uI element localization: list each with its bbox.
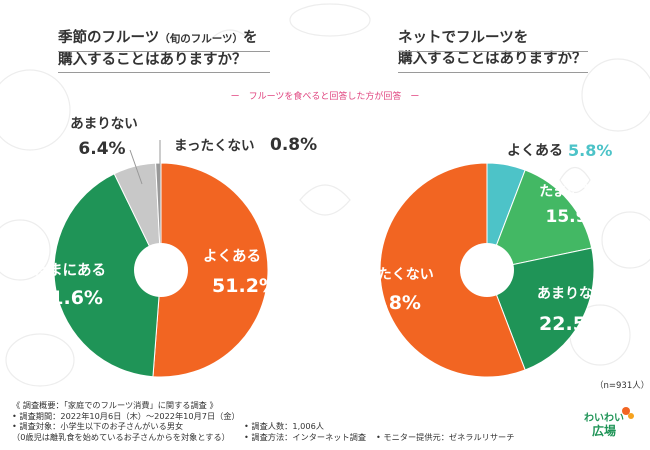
chart2-label-tamani: たまにある (539, 184, 609, 200)
chart2-center-hole (460, 243, 514, 297)
chart1-label-yokuaru: よくある (203, 248, 261, 265)
chart2-label-yokuaru: よくある (507, 143, 563, 159)
survey-method: • 調査方法：インターネット調査 (244, 431, 367, 442)
q1-title-main: 季節のフルーツ (58, 30, 160, 46)
q2-title-line1: ネットでフルーツを (398, 30, 529, 46)
chart2-slice-mattaku (379, 162, 526, 378)
q2-title-underline-1 (398, 51, 588, 52)
chart1-value-amari: 6.4% (78, 139, 125, 159)
chart2-label-mattaku: まったくない (350, 267, 433, 283)
chart1-value-yokuaru: 51.2% (212, 275, 278, 297)
chart1-value-tamani: 41.6% (37, 287, 103, 309)
chart2-value-mattaku: 55.8% (355, 292, 421, 314)
q1-title-end: を (243, 30, 258, 46)
chart1-label-mattaku: まったくない (174, 138, 254, 154)
svg-text:わいわい: わいわい (584, 412, 624, 424)
survey-mid-column: • 調査人数：1,006人 • 調査方法：インターネット調査 (244, 421, 366, 442)
pie-chart-2 (379, 162, 595, 378)
pie-charts: よくある 51.2% たまにある 41.6% あまりない 6.4% まったくない… (34, 116, 613, 378)
survey-period: • 調査期間：2022年10月6日（木）〜2022年10月7日（金） (12, 410, 240, 421)
chart1-labels: よくある 51.2% たまにある 41.6% あまりない 6.4% まったくない… (34, 116, 317, 309)
pie-chart-1 (53, 162, 269, 378)
survey-target: • 調査対象：小学生以下のお子さんがいる男女 (12, 421, 184, 431)
survey-target-note: （0歳児は離乳食を始めているお子さんからを対象とする） (12, 431, 230, 442)
q1-title-line2: 購入することはありますか？ (58, 52, 247, 68)
chart2-value-yokuaru: 5.8% (568, 141, 612, 160)
waiwai-hiroba-logo: わいわい 広場 (584, 407, 634, 438)
chart1-center-hole (134, 243, 188, 297)
chart1-leader-amari (129, 149, 143, 185)
chart2-slice-tamani (486, 169, 593, 271)
q2-title-line2: 購入することはありますか？ (398, 51, 587, 67)
survey-provider: • モニター提供元：ゼネラルリサーチ (376, 432, 515, 442)
chart1-value-mattaku: 0.8% (270, 135, 317, 155)
q2-title: ネットでフルーツを 購入することはありますか？ (398, 28, 587, 70)
subtitle: ー フルーツを食べると回答した方が回答 ー (230, 92, 420, 102)
chart2-value-amari: 22.5% (539, 313, 605, 335)
survey-title: 《 調査概要：「家庭でのフルーツ消費」に関する調査 》 (12, 400, 218, 410)
chart1-slice-yokuaru (152, 162, 269, 378)
survey-count: • 調査人数：1,006人 (244, 421, 324, 431)
q1-title-line1: 季節のフルーツ（旬のフルーツ）を (58, 28, 258, 50)
svg-text:広場: 広場 (592, 423, 616, 438)
survey-overview: 《 調査概要：「家庭でのフルーツ消費」に関する調査 》 • 調査期間：2022年… (12, 400, 240, 442)
q1-title-underline-1 (58, 51, 270, 52)
q1-title: 季節のフルーツ（旬のフルーツ）を 購入することはありますか？ (58, 28, 258, 71)
chart1-label-amari: あまりない (70, 116, 138, 132)
q1-title-underline-2 (58, 72, 270, 73)
chart2-labels: よくある 5.8% たまにある 15.9% あまりない 22.5% まったくない… (350, 141, 612, 335)
q1-title-small: （旬のフルーツ） (159, 33, 244, 45)
q2-title-underline-2 (398, 72, 588, 73)
sample-size-note: （n=931人） (595, 381, 650, 391)
chart2-value-tamani: 15.9% (546, 207, 605, 227)
chart1-slice-tamani (53, 173, 162, 378)
chart2-label-amari: あまりない (537, 286, 607, 302)
chart1-label-tamani: たまにある (34, 262, 106, 279)
